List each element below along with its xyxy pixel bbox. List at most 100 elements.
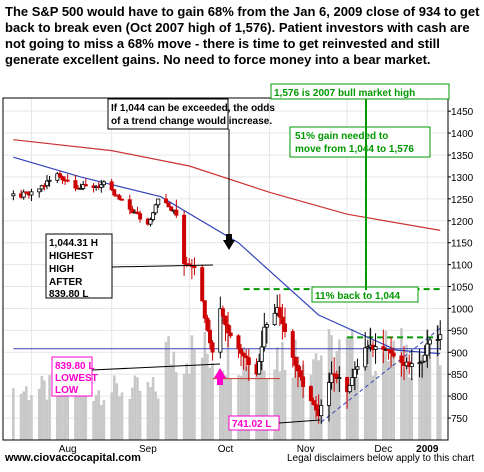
svg-text:51% gain needed to mov: 51% gain needed to move from 1,044 to 1,… <box>295 131 414 155</box>
volume-bar <box>299 375 302 440</box>
volume-bar <box>405 344 408 440</box>
volume-bar <box>281 341 284 440</box>
annotation-741-text: 741.02 L <box>232 419 271 430</box>
candle-body <box>101 181 106 186</box>
candle-body <box>60 176 65 181</box>
candle-body <box>200 267 205 302</box>
volume-bar <box>40 375 44 440</box>
candle-body <box>427 339 432 345</box>
volume-bar <box>309 374 313 440</box>
candle-body <box>301 376 306 387</box>
candle-body <box>244 355 249 359</box>
volume-bar <box>237 375 240 440</box>
y-tick-label: 1350 <box>451 151 474 162</box>
volume-bar <box>187 373 191 440</box>
volume-bar <box>133 375 137 440</box>
candle-body <box>295 364 300 372</box>
volume-bar <box>247 358 251 440</box>
x-tick-label: Sep <box>139 444 157 455</box>
volume-bar <box>371 375 375 440</box>
volume-bar <box>420 354 424 440</box>
volume-bar <box>242 347 245 440</box>
annotation-low-line1: 839.80 L <box>55 361 94 372</box>
volume-bar <box>175 372 178 440</box>
candle-body <box>166 202 171 208</box>
candle-body <box>99 184 104 188</box>
volume-bar <box>94 395 98 440</box>
volume-bar <box>278 371 282 440</box>
volume-bar <box>369 328 372 440</box>
x-tick-label: Dec <box>374 444 392 455</box>
annotation-51-gain: 51% gain needed to move from 1,044 to 1,… <box>289 126 431 158</box>
y-tick-label: 1300 <box>451 173 474 184</box>
candle-body <box>280 316 285 325</box>
candle-body <box>47 179 52 182</box>
candle-body <box>37 188 42 193</box>
annotation-high-line5: 839.80 L <box>49 289 88 300</box>
candle-body <box>148 219 153 225</box>
headline: The S&P 500 would have to gain 68% from … <box>5 4 480 67</box>
volume-bar <box>428 357 432 440</box>
volume-bar <box>438 365 442 440</box>
candle-body <box>329 373 334 383</box>
up-arrow-icon <box>214 368 226 378</box>
candle-body <box>57 173 62 178</box>
candle-body <box>425 343 430 356</box>
volume-bar <box>138 390 142 440</box>
volume-bar <box>407 377 411 440</box>
candle-body <box>365 346 370 349</box>
candle-body <box>73 180 78 189</box>
volume-bar <box>30 395 33 440</box>
candle-body <box>272 312 277 325</box>
website-link[interactable]: www.ciovaccocapital.com <box>5 452 141 464</box>
volume-bar <box>131 387 134 440</box>
volume-bar <box>76 382 80 440</box>
annotation-51-line2: move from 1,044 to 1,576 <box>295 144 414 155</box>
volume-bar <box>273 369 276 440</box>
volume-bar <box>224 375 227 440</box>
volume-bar <box>22 391 25 440</box>
annotation-pointers <box>91 99 367 424</box>
y-tick-label: 850 <box>451 370 468 381</box>
volume-bar <box>211 362 214 440</box>
volume-bar <box>115 383 119 440</box>
candle-body <box>130 208 135 214</box>
volume-bar <box>203 331 207 440</box>
volume-bar <box>319 355 323 440</box>
volume-bar <box>374 370 377 440</box>
volume-bar <box>255 361 258 440</box>
annotation-low-line2: LOWEST <box>55 373 98 384</box>
y-tick-label: 1400 <box>451 129 474 140</box>
volume-bar <box>426 329 429 440</box>
trendline <box>320 327 441 423</box>
candle-body <box>153 204 158 214</box>
candle-body <box>228 332 233 337</box>
volume-bar <box>167 336 170 440</box>
candle-body <box>163 198 168 204</box>
volume-bar <box>45 399 49 440</box>
volume-bar <box>56 380 59 440</box>
moving-average-fast <box>13 156 441 355</box>
annotation-low-line3: LOW <box>55 385 79 396</box>
candle-body <box>290 331 295 358</box>
candle-body <box>334 373 339 380</box>
candle-body <box>29 191 34 196</box>
price-candles <box>11 171 443 424</box>
y-tick-label: 1250 <box>451 195 474 206</box>
candle-body <box>277 307 282 318</box>
volume-bar <box>172 351 176 440</box>
volume-bar <box>149 387 152 440</box>
volume-bar <box>400 328 403 440</box>
volume-bar <box>146 381 150 440</box>
volume-bar <box>387 361 390 440</box>
volume-bar <box>79 388 82 440</box>
volume-bar <box>193 349 196 440</box>
volume-bar <box>294 339 297 440</box>
candle-body <box>264 324 269 328</box>
volume-bar <box>332 372 336 440</box>
annotation-highest-high: 1,044.31 H HIGHEST HIGH AFTER 839.80 L <box>45 233 113 300</box>
candle-body <box>345 377 350 393</box>
volume-bar <box>156 398 160 440</box>
volume-bar <box>58 391 62 440</box>
volume-bar <box>244 366 248 440</box>
